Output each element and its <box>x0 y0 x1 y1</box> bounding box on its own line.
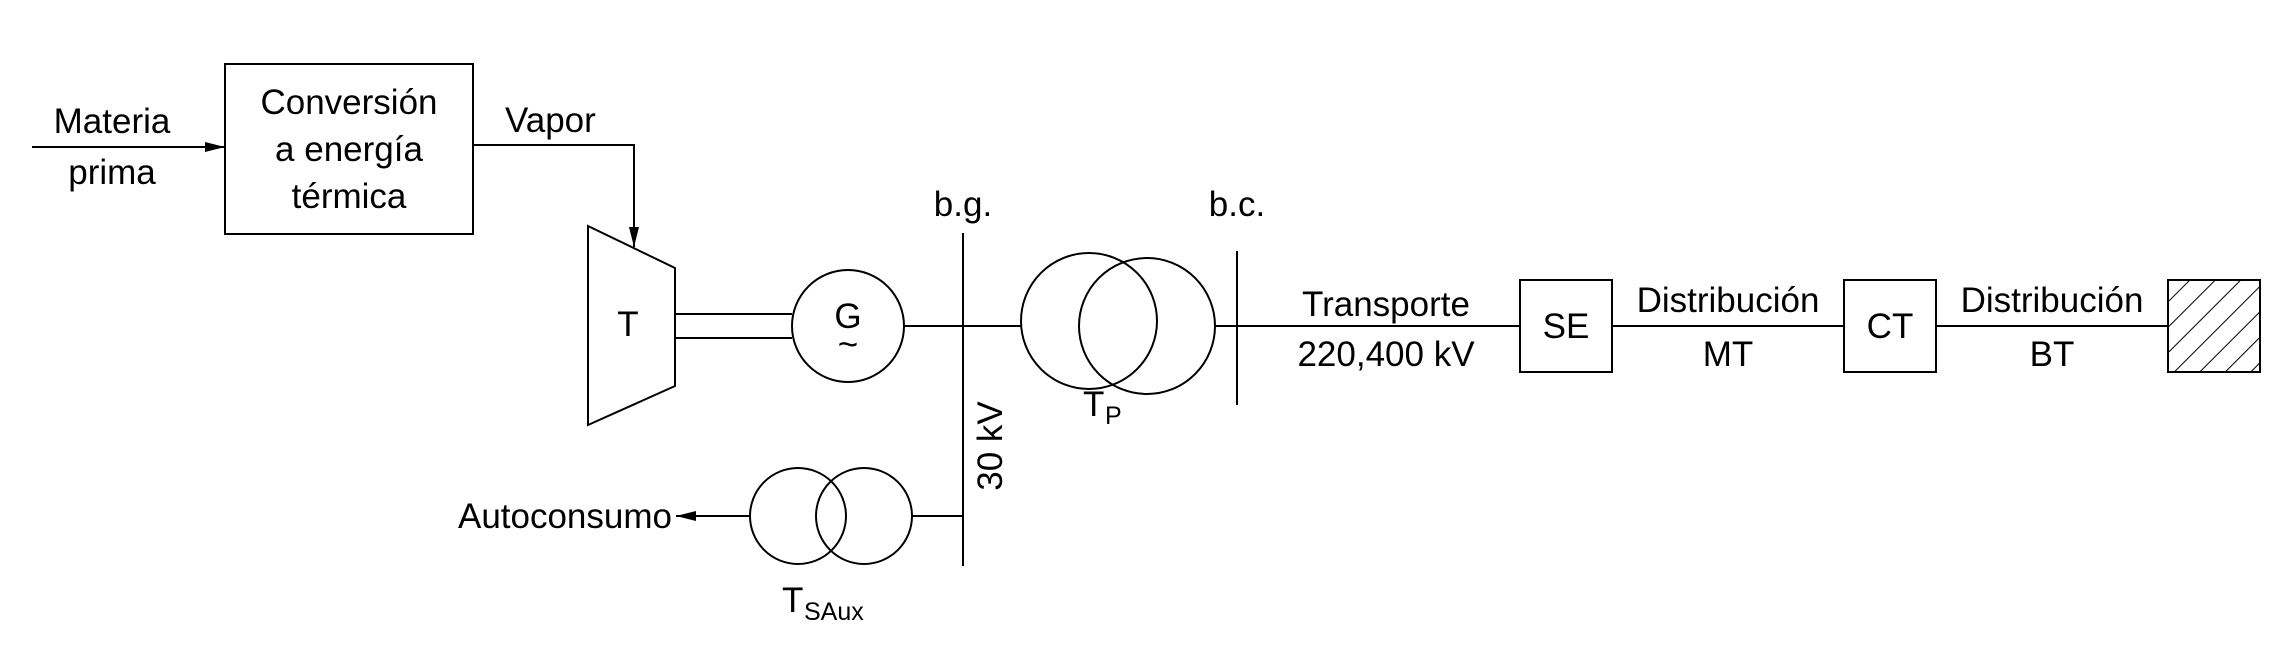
aux-transformer-label: T <box>782 581 803 620</box>
generator-label: G <box>834 297 861 336</box>
transformer-icon-secondary <box>1078 257 1216 395</box>
transformation-center-label: CT <box>1867 307 1914 346</box>
input-label-line2: prima <box>68 153 156 192</box>
transport-label-line2: 220,400 kV <box>1297 335 1475 374</box>
aux-transformer-icon-primary <box>815 467 913 565</box>
hatched-load-icon <box>2167 279 2261 373</box>
self-consumption-label: Autoconsumo <box>458 497 672 536</box>
transformer-icon-primary <box>1020 252 1158 390</box>
substation-label: SE <box>1543 307 1590 346</box>
power-transformer-subscript: P <box>1105 402 1122 430</box>
conversion-label-line2: a energía <box>275 130 423 169</box>
distribution-bt-label-line2: BT <box>2030 335 2075 374</box>
generation-bus-label: b.g. <box>934 185 992 224</box>
turbine-label: T <box>617 305 638 344</box>
conversion-label-line1: Conversión <box>260 83 437 122</box>
generator-symbol: ~ <box>838 325 858 364</box>
power-transformer-label: T <box>1083 385 1104 424</box>
bus-voltage-label: 30 kV <box>971 401 1010 491</box>
turbine-icon <box>587 224 676 427</box>
distribution-bt-label-line1: Distribución <box>1961 281 2144 320</box>
input-label-line1: Materia <box>54 102 171 141</box>
connection-bus-label: b.c. <box>1209 185 1265 224</box>
transport-label-line1: Transporte <box>1302 285 1470 324</box>
vapor-label: Vapor <box>505 101 596 140</box>
distribution-mt-label-line1: Distribución <box>1637 281 1820 320</box>
substation-block <box>1519 279 1613 373</box>
aux-transformer-icon-secondary <box>749 467 847 565</box>
vapor-arrow <box>473 144 639 247</box>
conversion-block <box>224 63 474 235</box>
transformation-center-block <box>1843 279 1937 373</box>
conversion-label-line3: térmica <box>292 177 407 216</box>
distribution-mt-label-line2: MT <box>1703 335 1754 374</box>
aux-transformer-subscript: SAux <box>804 598 864 626</box>
